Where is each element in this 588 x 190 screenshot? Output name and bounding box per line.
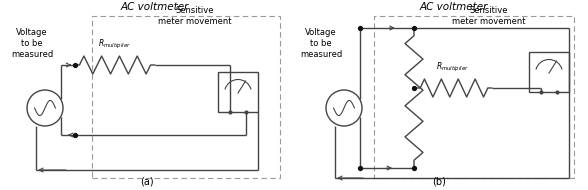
- Text: AC voltmeter: AC voltmeter: [121, 2, 189, 12]
- Text: AC voltmeter: AC voltmeter: [420, 2, 488, 12]
- Text: $R_{multiplier}$: $R_{multiplier}$: [98, 38, 132, 51]
- Text: (a): (a): [140, 176, 154, 186]
- Text: Sensitive
meter movement: Sensitive meter movement: [158, 6, 232, 26]
- Bar: [92, 16, 280, 178]
- Text: Sensitive
meter movement: Sensitive meter movement: [452, 6, 526, 26]
- Text: $R_{multiplier}$: $R_{multiplier}$: [436, 61, 470, 74]
- Bar: [529, 52, 569, 92]
- Text: Voltage
to be
measured: Voltage to be measured: [300, 28, 342, 59]
- Bar: [218, 72, 258, 112]
- Text: Voltage
to be
measured: Voltage to be measured: [11, 28, 53, 59]
- Bar: [374, 16, 574, 178]
- Text: (b): (b): [432, 176, 446, 186]
